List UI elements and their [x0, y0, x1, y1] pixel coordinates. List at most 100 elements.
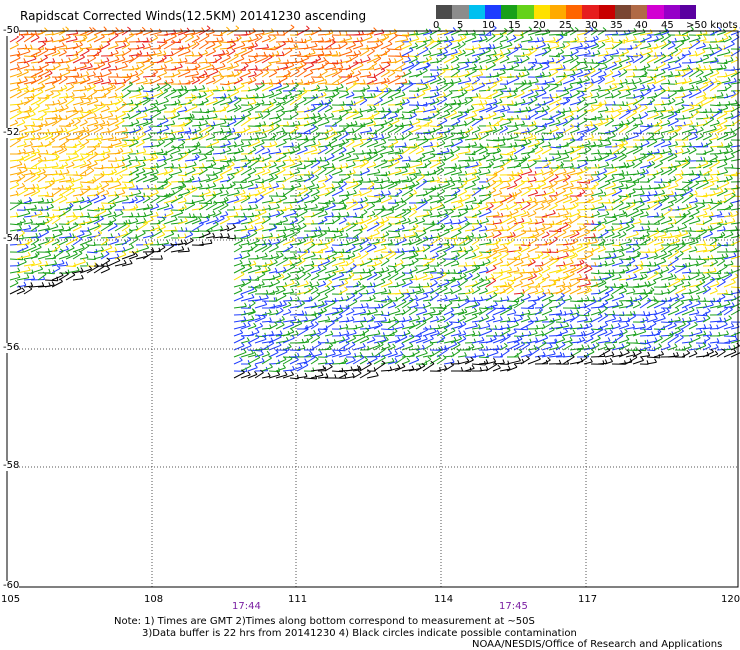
wind-barb — [457, 191, 468, 197]
wind-barb-flag — [701, 48, 706, 53]
wind-barb-flag — [24, 125, 28, 130]
wind-barb-flag — [486, 151, 490, 156]
wind-barb-flag — [57, 90, 61, 95]
wind-barb — [380, 180, 390, 183]
wind-barb — [107, 52, 119, 57]
wind-barb — [310, 128, 319, 134]
wind-barb-flag — [93, 88, 98, 92]
wind-barb — [674, 101, 685, 106]
wind-barb — [499, 68, 514, 71]
wind-barb-flag — [228, 146, 232, 151]
wind-barb — [716, 80, 731, 85]
wind-barb-flag — [370, 118, 374, 123]
wind-barb — [142, 128, 152, 134]
wind-barb — [296, 28, 310, 36]
wind-barb — [394, 58, 404, 64]
wind-barb — [597, 92, 611, 99]
wind-barb — [37, 108, 50, 113]
wind-barb — [156, 100, 169, 106]
wind-barb — [604, 135, 616, 141]
wind-barb-flag — [491, 33, 496, 37]
wind-barb — [37, 57, 48, 64]
wind-barb-flag — [711, 50, 715, 54]
wind-barb-flag — [475, 57, 478, 63]
wind-barb-flag — [477, 55, 481, 60]
wind-barb-flag — [354, 53, 359, 57]
wind-barb-flag — [103, 26, 107, 30]
wind-barb-flag — [720, 91, 724, 96]
wind-barb-flag — [331, 165, 336, 170]
wind-barb-flag — [415, 60, 420, 64]
wind-barb — [555, 135, 564, 141]
wind-barb — [569, 148, 582, 155]
wind-barb-flag — [510, 27, 515, 32]
wind-barb-flag — [574, 27, 579, 31]
wind-barb-flag — [451, 54, 455, 58]
wind-barb — [639, 55, 651, 64]
wind-barb — [653, 162, 663, 169]
wind-barb-flag — [282, 98, 286, 103]
wind-barb — [660, 129, 674, 134]
wind-barb-flag — [426, 80, 429, 85]
wind-barb — [100, 86, 114, 92]
wind-barb-flag — [155, 189, 159, 193]
wind-barb-flag — [680, 170, 684, 175]
wind-barb-flag — [371, 134, 374, 139]
wind-barb — [618, 137, 629, 141]
wind-barb — [114, 113, 126, 120]
wind-barb-flag — [398, 86, 402, 91]
wind-barb-flag — [296, 168, 301, 173]
wind-barb-flag — [450, 148, 453, 153]
wind-barb — [527, 112, 539, 120]
wind-barb — [429, 112, 440, 120]
wind-barb-flag — [169, 138, 174, 142]
wind-barb — [86, 107, 98, 113]
wind-barb-flag — [424, 137, 429, 141]
wind-barb-flag — [426, 62, 430, 67]
wind-barb-flag — [79, 46, 84, 51]
wind-barb-flag — [370, 93, 373, 98]
wind-barb-flag — [647, 52, 651, 57]
wind-barb-flag — [219, 167, 223, 172]
wind-barb — [275, 187, 285, 190]
wind-barb — [289, 135, 302, 141]
wind-barb — [674, 95, 686, 99]
wind-barb — [156, 120, 169, 127]
wind-barb-flag — [114, 92, 118, 97]
wind-barb — [471, 47, 481, 50]
wind-barb-flag — [400, 40, 405, 45]
wind-barb — [30, 156, 42, 162]
wind-barb-flag — [95, 97, 99, 102]
wind-barb — [478, 185, 491, 190]
wind-barb — [618, 104, 628, 107]
wind-barb-flag — [696, 85, 699, 90]
wind-barb — [275, 101, 286, 106]
wind-barb-flag — [163, 160, 167, 164]
wind-barb — [632, 148, 643, 155]
wind-barb-flag — [88, 109, 92, 113]
wind-barb — [506, 174, 519, 177]
wind-barb-flag — [590, 65, 593, 70]
wind-barb-flag — [329, 97, 333, 101]
wind-barb-flag — [259, 69, 264, 73]
wind-barb — [457, 114, 468, 120]
wind-barb-flag — [577, 152, 581, 157]
wind-barb — [107, 184, 122, 190]
wind-barb-flag — [92, 83, 96, 87]
wind-barb — [702, 60, 717, 64]
wind-barb — [534, 89, 544, 92]
wind-barb-flag — [358, 190, 362, 195]
wind-barb-flag — [61, 185, 64, 190]
wind-barb — [16, 151, 26, 155]
wind-barb-flag — [528, 139, 532, 143]
wind-barb — [415, 87, 428, 92]
wind-barb — [716, 134, 729, 141]
wind-barb — [569, 45, 583, 50]
wind-barb — [331, 47, 341, 50]
wind-barb-flag — [293, 86, 296, 91]
wind-barb — [513, 172, 523, 176]
wind-barb-flag — [310, 173, 315, 177]
wind-barb — [282, 163, 295, 169]
wind-barb — [653, 170, 664, 176]
wind-barb — [163, 157, 173, 162]
